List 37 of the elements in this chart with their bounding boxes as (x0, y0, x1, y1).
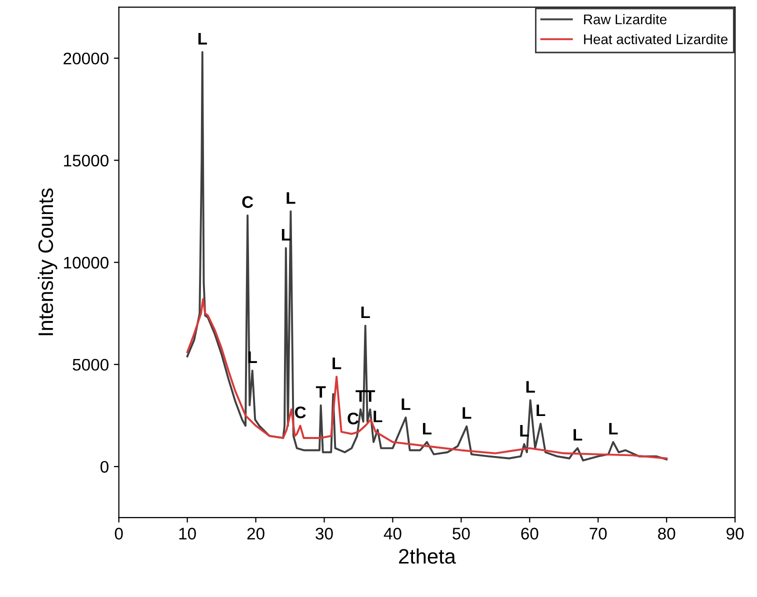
annotation: L (422, 422, 432, 434)
y-tick-label: 15000 (64, 154, 108, 166)
x-tick-label: 10 (179, 528, 196, 540)
annotation: L (332, 358, 342, 370)
annotation: C (294, 406, 306, 418)
annotation: L (536, 404, 546, 416)
line-series (186, 51, 668, 462)
x-tick-label: 70 (590, 528, 607, 540)
annotation: L (198, 32, 207, 44)
annotation: L (374, 410, 382, 422)
legend-label: Heat activated Lizardite (584, 34, 728, 44)
x-tick-label: 0 (114, 528, 123, 540)
annotation: C (242, 196, 254, 208)
x-tick-label: 30 (316, 528, 333, 540)
x-tick-label: 50 (452, 528, 470, 540)
annotation: L (462, 407, 472, 419)
x-tick-label: 80 (658, 528, 676, 540)
annotation: L (609, 422, 618, 434)
x-axis-title: 2theta (399, 548, 456, 564)
y-tick-label: 5000 (72, 358, 108, 371)
annotation: C (348, 412, 359, 424)
annotation: L (286, 192, 296, 204)
legend-label: Raw Lizardite (584, 14, 666, 24)
y-tick-label: 0 (100, 460, 108, 473)
y-axis-title: Intensity Counts (38, 188, 58, 336)
annotation: L (361, 306, 370, 318)
line-series (186, 298, 668, 460)
annotation: L (574, 429, 582, 441)
annotation: L (526, 381, 535, 393)
x-tick-label: 40 (384, 528, 402, 540)
annotation: L (402, 398, 410, 410)
y-tick-label: 10000 (64, 256, 108, 269)
y-tick-label: 20000 (64, 52, 108, 64)
x-tick-label: 20 (247, 528, 264, 540)
annotation: T (316, 386, 326, 398)
x-tick-label: 60 (521, 528, 538, 540)
x-tick-label: 90 (726, 528, 744, 540)
